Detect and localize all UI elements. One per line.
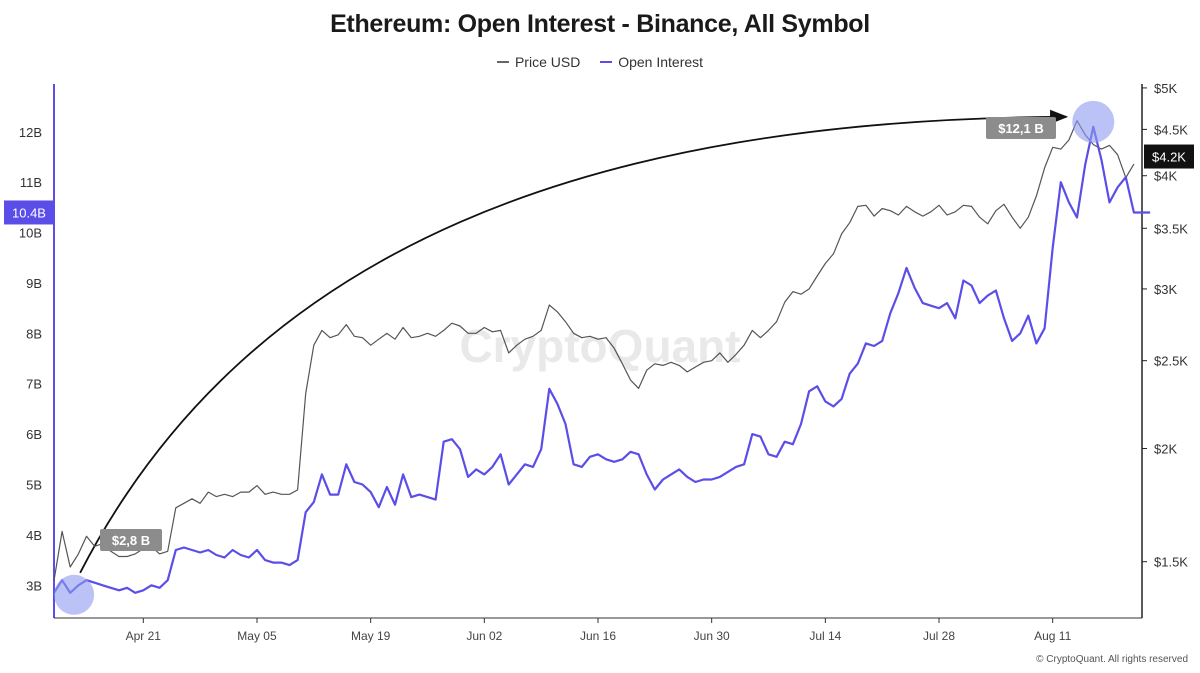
x-tick-label: Jul 28 (923, 629, 955, 643)
peak-point-highlight (1072, 100, 1115, 143)
x-tick-label: Jun 16 (580, 629, 616, 643)
low-value-badge-bg (100, 529, 162, 551)
copyright-footer: © CryptoQuant. All rights reserved (1036, 654, 1188, 665)
current-price-tag: $4.2K (1152, 150, 1186, 165)
y-left-tick-label: 12B (19, 125, 42, 140)
y-left-tick-label: 6B (26, 427, 42, 442)
chart-title: Ethereum: Open Interest - Binance, All S… (330, 10, 870, 38)
y-right-tick-label: $1.5K (1154, 555, 1188, 570)
series-line-price-usd[interactable] (53, 120, 1135, 581)
y-left-tick-label: 4B (26, 528, 42, 543)
y-right-tick-label: $4K (1154, 169, 1177, 184)
y-right-tick-label: $2.5K (1154, 354, 1188, 369)
x-tick-label: Jul 14 (809, 629, 841, 643)
current-oi-tag-bg (4, 200, 54, 225)
y-left-tick-label: 9B (26, 276, 42, 291)
low-point-highlight (54, 574, 95, 615)
x-tick-label: Apr 21 (126, 629, 162, 643)
y-left-tick-label: 5B (26, 478, 42, 493)
y-right-tick-label: $3.5K (1154, 221, 1188, 236)
y-left-tick-label: 11B (20, 175, 42, 190)
y-right-tick-label: $2K (1154, 441, 1177, 456)
x-tick-label: May 19 (351, 629, 391, 643)
x-tick-label: May 05 (237, 629, 277, 643)
legend-label-price: Price USD (514, 54, 581, 70)
current-oi-tag: 10.4B (12, 205, 46, 220)
y-right-tick-label: $3K (1154, 282, 1177, 297)
y-left-tick-label: 3B (26, 578, 42, 593)
current-price-tag-bg (1144, 144, 1194, 169)
legend-item-price[interactable]: Price USD (496, 54, 581, 70)
peak-value-badge: $12,1 B (998, 121, 1044, 136)
y-left-tick-label: 7B (26, 377, 42, 392)
x-tick-label: Jun 02 (466, 629, 502, 643)
watermark-logo: CryptoQuant (459, 320, 740, 372)
y-right-tick-label: $5K (1154, 81, 1177, 96)
y-right-tick-label: $4.5K (1154, 122, 1188, 137)
peak-value-badge-bg (986, 117, 1056, 139)
trend-arrow (79, 109, 1069, 574)
series-line-open-interest[interactable] (53, 125, 1151, 594)
legend-item-open-interest[interactable]: Open Interest (600, 54, 703, 70)
legend-swatch-price (496, 61, 509, 63)
legend-swatch-open-interest (600, 61, 613, 63)
x-tick-label: Jun 30 (694, 629, 730, 643)
y-left-tick-label: 8B (26, 326, 42, 341)
low-value-badge: $2,8 B (112, 533, 150, 548)
legend: Price USD Open Interest (0, 50, 1200, 70)
legend-label-open-interest: Open Interest (618, 54, 704, 70)
x-tick-label: Aug 11 (1034, 629, 1071, 643)
y-left-tick-label: 10B (19, 226, 42, 241)
